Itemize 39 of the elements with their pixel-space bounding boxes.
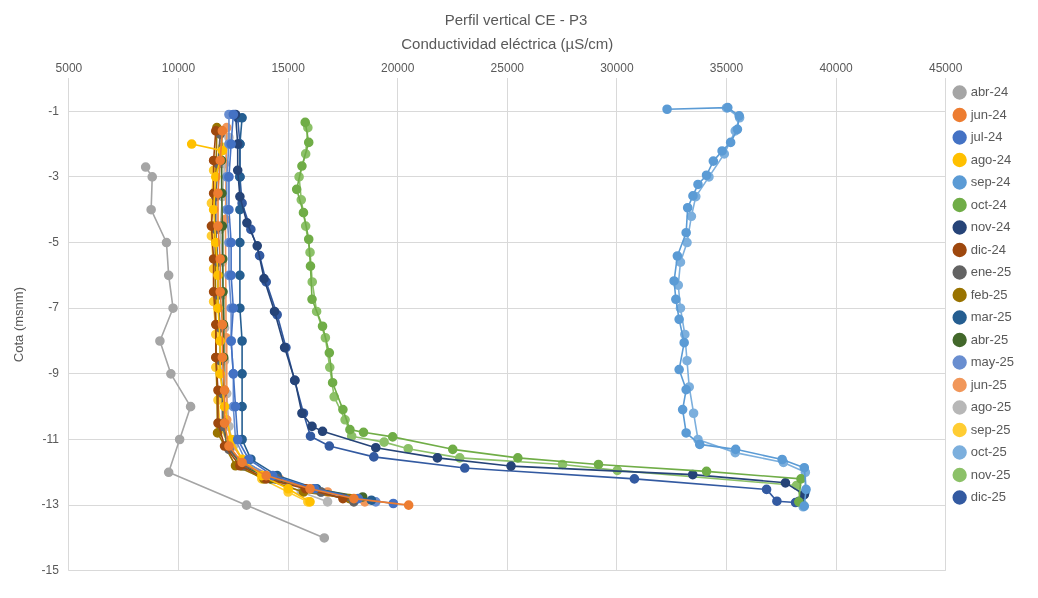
y-tick-label: -3	[48, 169, 60, 184]
legend-label: nov-25	[970, 466, 1011, 482]
legend-label: may-25	[970, 354, 1015, 370]
y-tick-label: -9	[48, 366, 60, 381]
legend-label: abr-25	[970, 331, 1009, 347]
legend-label: oct-25	[970, 444, 1007, 460]
y-axis-title: Cota (msnm)	[11, 287, 27, 363]
legend-label: ene-25	[970, 264, 1012, 280]
x-tick-label: 10000	[161, 60, 196, 75]
legend-label: nov-24	[970, 219, 1011, 235]
legend-label: dic-25	[970, 489, 1007, 505]
x-tick-label: 30000	[600, 60, 634, 75]
y-tick-label: -5	[48, 234, 60, 249]
x-tick-label: 20000	[381, 60, 415, 75]
legend-label: sep-25	[970, 421, 1011, 437]
legend-label: ago-24	[970, 151, 1012, 167]
legend-label: feb-25	[970, 286, 1008, 302]
legend-label: jun-24	[969, 106, 1007, 122]
legend-label: jun-25	[969, 376, 1007, 392]
legend-label: sep-24	[970, 174, 1011, 190]
y-tick-label: -11	[42, 431, 60, 446]
legend-label: oct-24	[970, 196, 1007, 212]
y-tick-label: -13	[41, 497, 60, 512]
x-tick-label: 25000	[490, 60, 525, 75]
legend-label: dic-24	[970, 241, 1007, 257]
legend-label: mar-25	[970, 309, 1012, 325]
y-tick-label: -7	[48, 300, 60, 315]
legend-label: abr-24	[970, 84, 1009, 100]
x-tick-label: 35000	[709, 60, 744, 75]
y-tick-label: -15	[41, 563, 60, 578]
x-tick-label: 40000	[819, 60, 854, 75]
x-tick-label: 5000	[55, 60, 83, 75]
chart-title: Perfil vertical CE - P3	[444, 11, 588, 29]
x-tick-label: 45000	[928, 60, 963, 75]
y-tick-label: -1	[48, 103, 60, 118]
x-axis-title: Conductividad eléctrica (µS/cm)	[401, 35, 614, 53]
legend-label: jul-24	[969, 129, 1003, 145]
x-tick-label: 15000	[271, 60, 306, 75]
legend-label: ago-25	[970, 399, 1012, 415]
